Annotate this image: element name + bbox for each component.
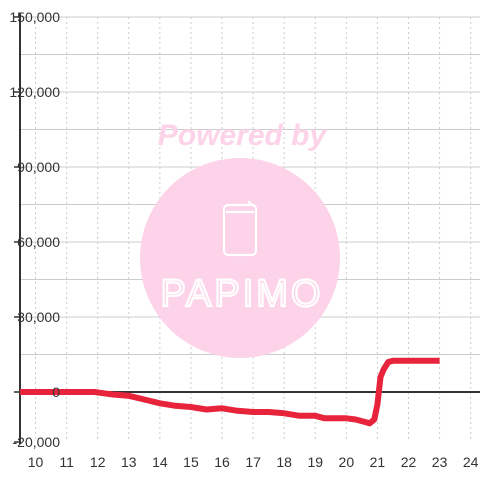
y-tick-label: 150,000: [9, 9, 60, 25]
x-tick-label: 13: [121, 454, 137, 470]
y-tick-label: 30,000: [17, 309, 60, 325]
series: [20, 357, 440, 427]
phone-icon: [222, 200, 258, 257]
y-tick-label: 90,000: [17, 159, 60, 175]
watermark-title: Powered by: [158, 119, 328, 152]
watermark-brand: PAPIMO: [161, 273, 324, 315]
y-tick-label: 0: [52, 384, 60, 400]
tick-labels: -20,000 0 30,000 60,000 90,000 120,000 150,000…: [9, 9, 478, 470]
x-tick-label: 12: [90, 454, 106, 470]
x-tick-label: 18: [276, 454, 292, 470]
x-tick-label: 20: [339, 454, 355, 470]
watermark-circle: [140, 158, 340, 358]
y-tick-label: 60,000: [17, 234, 60, 250]
x-tick-label: 10: [28, 454, 44, 470]
x-tick-label: 15: [183, 454, 199, 470]
grid-lines: [20, 16, 480, 442]
x-tick-label: 16: [214, 454, 230, 470]
x-tick-label: 14: [152, 454, 168, 470]
series-line: [20, 357, 440, 427]
y-tick-label: 120,000: [9, 84, 60, 100]
x-tick-label: 23: [432, 454, 448, 470]
watermark: Powered by PAPIMO: [140, 119, 340, 358]
x-tick-label: 24: [463, 454, 479, 470]
x-tick-label: 11: [59, 454, 74, 470]
x-tick-label: 22: [401, 454, 417, 470]
x-tick-label: 21: [370, 454, 386, 470]
x-tick-label: 17: [245, 454, 261, 470]
y-tick-label: -20,000: [13, 434, 61, 450]
x-tick-label: 19: [307, 454, 323, 470]
